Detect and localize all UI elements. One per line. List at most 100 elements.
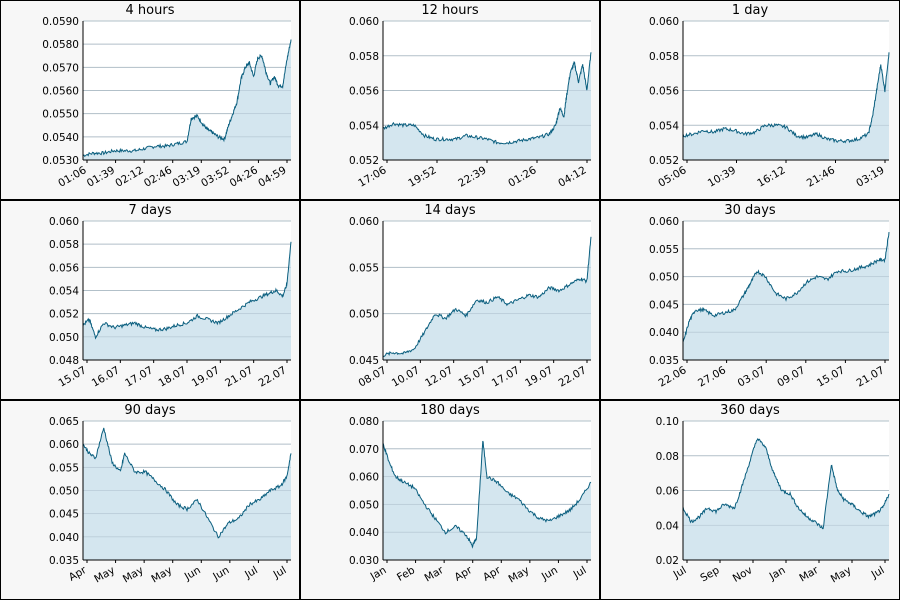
x-tick-label: 08.07 bbox=[356, 364, 388, 389]
x-tick-label: 02:12 bbox=[113, 164, 145, 190]
chart-panel: 30 days 0.035 0.040 0.045 0.050 0.055 0.060 22… bbox=[601, 201, 899, 401]
x-tick-label: 01:06 bbox=[56, 164, 88, 190]
chart-title: 1 day bbox=[731, 3, 769, 18]
series-line bbox=[382, 236, 592, 358]
y-tick-label: 0.048 bbox=[49, 355, 79, 367]
y-tick-label: 0.04 bbox=[656, 520, 680, 532]
x-tick-label: Jan bbox=[368, 564, 389, 583]
x-tick-label: Jul bbox=[242, 564, 260, 581]
chart-panel: 7 days 0.048 0.050 0.052 0.054 0.056 0.058 0.0… bbox=[1, 201, 301, 401]
x-tick-label: 12.07 bbox=[423, 364, 455, 389]
chart-svg: 0.052 0.054 0.056 0.058 0.060 05:06 10:39 16:12… bbox=[649, 16, 890, 190]
x-tick-label: Jul bbox=[271, 564, 289, 581]
x-tick-label: 03.07 bbox=[736, 364, 768, 389]
chart-svg: 0.048 0.050 0.052 0.054 0.056 0.058 0.060 15.07… bbox=[49, 216, 292, 390]
y-tick-label: 0.056 bbox=[649, 86, 679, 98]
y-tick-label: 0.06 bbox=[656, 486, 680, 498]
x-tick-label: 09.07 bbox=[775, 364, 807, 389]
y-tick-label: 0.050 bbox=[649, 272, 679, 284]
y-tick-label: 0.065 bbox=[49, 416, 79, 428]
y-tick-label: 0.0570 bbox=[42, 62, 79, 74]
chart-panel: 1 day 0.052 0.054 0.056 0.058 0.060 05:06 10:3… bbox=[601, 1, 899, 201]
y-tick-label: 0.060 bbox=[49, 439, 79, 451]
y-tick-label: 0.056 bbox=[49, 262, 79, 274]
x-tick-label: May bbox=[149, 564, 174, 585]
y-tick-label: 0.045 bbox=[349, 355, 379, 367]
x-tick-label: 19.07 bbox=[190, 364, 222, 389]
series-line bbox=[82, 39, 292, 158]
chart-svg: 0.035 0.040 0.045 0.050 0.055 0.060 22.06 27.06… bbox=[649, 216, 890, 390]
y-tick-label: 0.052 bbox=[349, 155, 379, 167]
x-tick-label: Mar bbox=[797, 564, 821, 585]
y-tick-label: 0.060 bbox=[349, 216, 379, 228]
x-tick-label: 05:06 bbox=[656, 164, 688, 190]
x-tick-label: 19:52 bbox=[406, 164, 438, 190]
y-tick-label: 0.0590 bbox=[42, 16, 79, 28]
y-tick-label: 0.0530 bbox=[42, 155, 79, 167]
x-tick-label: 02:46 bbox=[142, 164, 174, 190]
chart-title: 30 days bbox=[724, 203, 776, 218]
y-tick-label: 0.055 bbox=[349, 262, 379, 274]
x-tick-label: Jul bbox=[869, 564, 887, 581]
series-line bbox=[382, 440, 592, 549]
y-tick-label: 0.08 bbox=[656, 451, 679, 463]
x-tick-label: Mar bbox=[422, 564, 446, 585]
x-tick-label: Jun bbox=[182, 564, 203, 583]
chart-svg: 0.02 0.04 0.06 0.08 0.10 Jul Sep Nov Jan Mar May Ju… bbox=[656, 416, 890, 585]
chart-panel: 90 days 0.035 0.040 0.045 0.050 0.055 0.060 0.… bbox=[1, 401, 301, 599]
series-area bbox=[683, 52, 889, 160]
x-tick-label: 19.07 bbox=[523, 364, 555, 389]
y-tick-label: 0.050 bbox=[49, 332, 79, 344]
y-tick-label: 0.058 bbox=[349, 51, 379, 63]
chart-title: 7 days bbox=[128, 203, 172, 218]
x-tick-label: Jan bbox=[767, 564, 788, 583]
x-tick-label: 04:59 bbox=[256, 164, 288, 190]
chart-panel: 180 days 0.030 0.040 0.050 0.060 0.070 0.080 J… bbox=[301, 401, 601, 599]
series-area bbox=[683, 438, 889, 560]
chart-panel: 4 hours 0.0530 0.0540 0.0550 0.0560 0.0570 0.… bbox=[1, 1, 301, 201]
y-tick-label: 0.056 bbox=[349, 86, 379, 98]
y-tick-label: 0.035 bbox=[649, 355, 679, 367]
y-tick-label: 0.030 bbox=[349, 555, 379, 567]
series-area bbox=[83, 427, 291, 560]
chart-title: 4 hours bbox=[125, 3, 175, 18]
y-tick-label: 0.045 bbox=[49, 509, 79, 521]
chart-title: 12 hours bbox=[421, 3, 479, 18]
y-tick-label: 0.040 bbox=[349, 527, 379, 539]
chart-svg: 0.052 0.054 0.056 0.058 0.060 17:06 19:52 22:39… bbox=[349, 16, 592, 190]
x-tick-label: 22:39 bbox=[456, 164, 488, 190]
series-line bbox=[682, 437, 890, 530]
series-area bbox=[83, 39, 291, 160]
chart-title: 14 days bbox=[424, 203, 476, 218]
y-tick-label: 0.055 bbox=[49, 462, 79, 474]
y-tick-label: 0.050 bbox=[49, 486, 79, 498]
series-line bbox=[382, 52, 592, 145]
y-tick-label: 0.060 bbox=[49, 216, 79, 228]
series-line bbox=[682, 232, 890, 343]
x-tick-label: Nov bbox=[731, 564, 755, 585]
y-tick-label: 0.058 bbox=[49, 239, 79, 251]
y-tick-label: 0.055 bbox=[649, 244, 679, 256]
x-tick-label: May bbox=[829, 564, 854, 585]
x-tick-label: 15.07 bbox=[56, 364, 88, 389]
x-tick-label: 21.07 bbox=[854, 364, 886, 389]
x-tick-label: 17.07 bbox=[490, 364, 522, 389]
x-tick-label: Sep bbox=[698, 564, 721, 584]
y-tick-label: 0.070 bbox=[349, 444, 379, 456]
chart-svg: 0.0530 0.0540 0.0550 0.0560 0.0570 0.0580 0.05… bbox=[42, 16, 292, 190]
x-tick-label: May bbox=[121, 564, 146, 585]
y-tick-label: 0.040 bbox=[649, 327, 679, 339]
x-tick-label: 17:06 bbox=[356, 164, 388, 190]
x-tick-label: Jun bbox=[210, 564, 231, 583]
x-tick-label: 21.07 bbox=[223, 364, 255, 389]
y-tick-label: 0.060 bbox=[349, 472, 379, 484]
y-tick-label: 0.054 bbox=[649, 120, 679, 132]
x-tick-label: 27.06 bbox=[696, 364, 728, 390]
y-tick-label: 0.060 bbox=[649, 216, 679, 228]
y-tick-label: 0.050 bbox=[349, 309, 379, 321]
y-tick-label: 0.035 bbox=[49, 555, 79, 567]
series-line bbox=[682, 52, 890, 144]
x-tick-label: 18.07 bbox=[156, 364, 188, 389]
